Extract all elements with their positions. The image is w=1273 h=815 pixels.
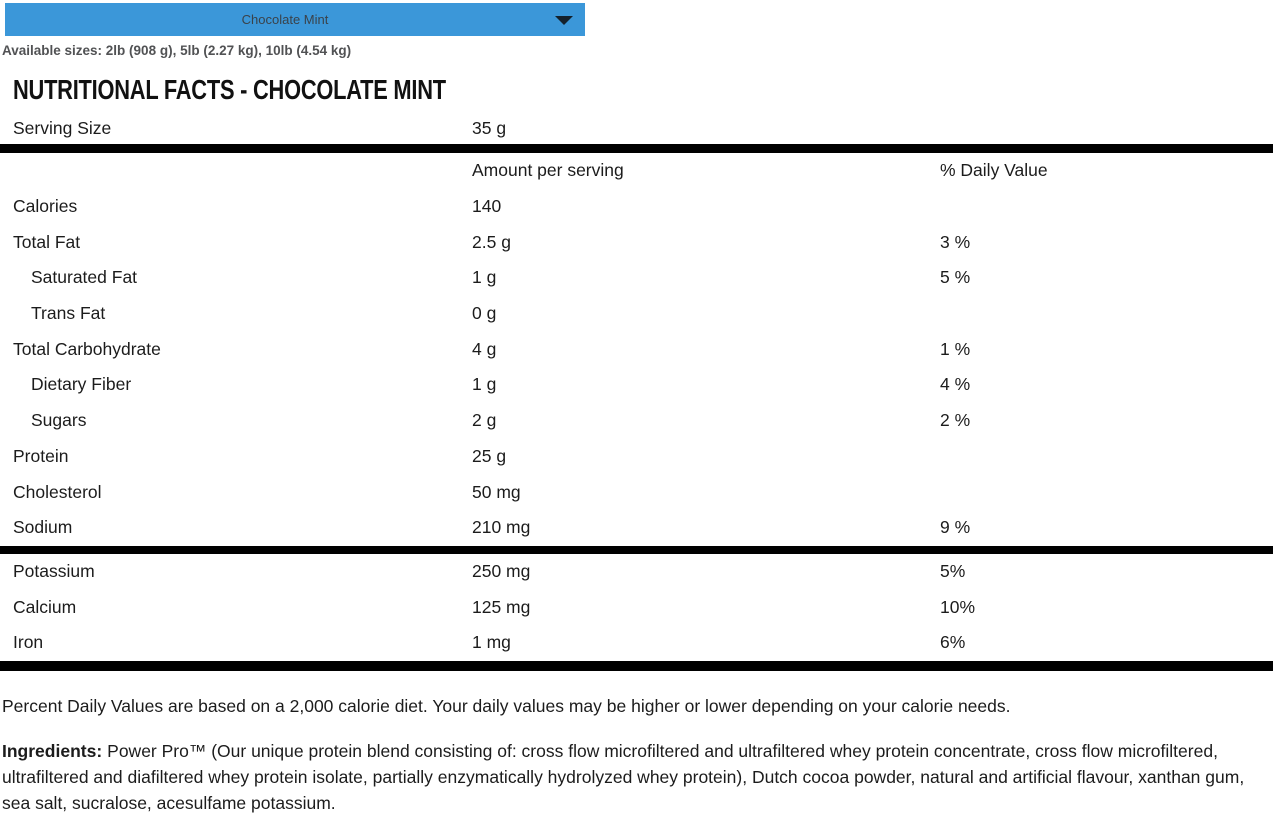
- nutrient-label: Total Carbohydrate: [13, 338, 161, 359]
- column-header-daily-value: % Daily Value: [940, 160, 1048, 181]
- nutrient-amount: 210 mg: [472, 517, 531, 538]
- nutrient-daily-value: 5 %: [940, 267, 971, 288]
- nutrient-row-protein: Protein 25 g: [0, 439, 1273, 475]
- section-title: NUTRITIONAL FACTS - CHOCOLATE MINT: [13, 74, 1273, 106]
- nutrient-daily-value: 2 %: [940, 410, 971, 431]
- mineral-row-potassium: Potassium 250 mg 5%: [0, 554, 1273, 590]
- nutrient-daily-value: 9 %: [940, 517, 971, 538]
- divider-bar: [0, 660, 1273, 671]
- available-sizes-text: Available sizes: 2lb (908 g), 5lb (2.27 …: [2, 43, 352, 58]
- nutrient-row-total-carbohydrate: Total Carbohydrate 4 g 1 %: [0, 331, 1273, 367]
- nutrient-label: Dietary Fiber: [31, 374, 132, 395]
- nutrient-label: Protein: [13, 445, 69, 466]
- nutrient-amount: 1 g: [472, 267, 497, 288]
- divider-bar: [0, 144, 1273, 153]
- nutrient-amount: 125 mg: [472, 596, 531, 617]
- serving-size-row: Serving Size 35 g: [0, 112, 1273, 144]
- nutrient-label: Total Fat: [13, 231, 81, 252]
- nutrient-daily-value: 6%: [940, 632, 966, 653]
- nutrient-daily-value: 4 %: [940, 374, 971, 395]
- nutrient-row-saturated-fat: Saturated Fat 1 g 5 %: [0, 260, 1273, 296]
- nutrient-row-dietary-fiber: Dietary Fiber 1 g 4 %: [0, 367, 1273, 403]
- nutrition-table: Serving Size 35 g Amount per serving % D…: [0, 112, 1273, 671]
- nutrient-daily-value: 1 %: [940, 338, 971, 359]
- nutrient-row-sugars: Sugars 2 g 2 %: [0, 403, 1273, 439]
- flavor-dropdown[interactable]: Chocolate Mint: [5, 3, 585, 36]
- nutrient-amount: 25 g: [472, 445, 507, 466]
- nutrient-row-sodium: Sodium 210 mg 9 %: [0, 510, 1273, 546]
- nutrient-amount: 2 g: [472, 410, 497, 431]
- nutrient-row-total-fat: Total Fat 2.5 g 3 %: [0, 224, 1273, 260]
- ingredients-text: Power Pro™ (Our unique protein blend con…: [2, 740, 1245, 813]
- nutrient-label: Cholesterol: [13, 481, 102, 502]
- chevron-down-icon: [555, 16, 573, 25]
- divider-bar: [0, 545, 1273, 554]
- mineral-row-calcium: Calcium 125 mg 10%: [0, 589, 1273, 625]
- nutrient-amount: 250 mg: [472, 560, 531, 581]
- nutrient-label: Calcium: [13, 596, 77, 617]
- ingredients-label: Ingredients:: [2, 740, 103, 761]
- column-header-amount: Amount per serving: [472, 160, 624, 181]
- nutrient-label: Potassium: [13, 560, 95, 581]
- nutrient-row-trans-fat: Trans Fat 0 g: [0, 296, 1273, 332]
- nutrient-label: Saturated Fat: [31, 267, 138, 288]
- flavor-dropdown-value: Chocolate Mint: [241, 12, 329, 27]
- nutrient-label: Calories: [13, 196, 78, 217]
- nutrient-daily-value: 10%: [940, 596, 976, 617]
- nutrient-daily-value: 5%: [940, 560, 966, 581]
- daily-value-footnote: Percent Daily Values are based on a 2,00…: [2, 695, 1011, 716]
- nutrient-label: Sodium: [13, 517, 73, 538]
- nutrient-amount: 140: [472, 196, 502, 217]
- serving-size-value: 35 g: [472, 117, 507, 138]
- mineral-row-iron: Iron 1 mg 6%: [0, 625, 1273, 661]
- nutrient-daily-value: 3 %: [940, 231, 971, 252]
- nutrient-amount: 1 mg: [472, 632, 511, 653]
- nutrient-label: Sugars: [31, 410, 87, 431]
- nutrient-amount: 4 g: [472, 338, 497, 359]
- nutrient-row-cholesterol: Cholesterol 50 mg: [0, 474, 1273, 510]
- section-title-text: NUTRITIONAL FACTS - CHOCOLATE MINT: [13, 74, 446, 105]
- serving-size-label: Serving Size: [13, 117, 112, 138]
- column-header-row: Amount per serving % Daily Value: [0, 153, 1273, 189]
- nutrient-amount: 2.5 g: [472, 231, 511, 252]
- nutrient-label: Trans Fat: [31, 303, 106, 324]
- ingredients-paragraph: Ingredients: Power Pro™ (Our unique prote…: [2, 738, 1273, 815]
- nutrient-row-calories: Calories 140: [0, 189, 1273, 225]
- nutrient-amount: 0 g: [472, 303, 497, 324]
- nutrient-amount: 1 g: [472, 374, 497, 395]
- nutrient-amount: 50 mg: [472, 481, 521, 502]
- nutrient-label: Iron: [13, 632, 44, 653]
